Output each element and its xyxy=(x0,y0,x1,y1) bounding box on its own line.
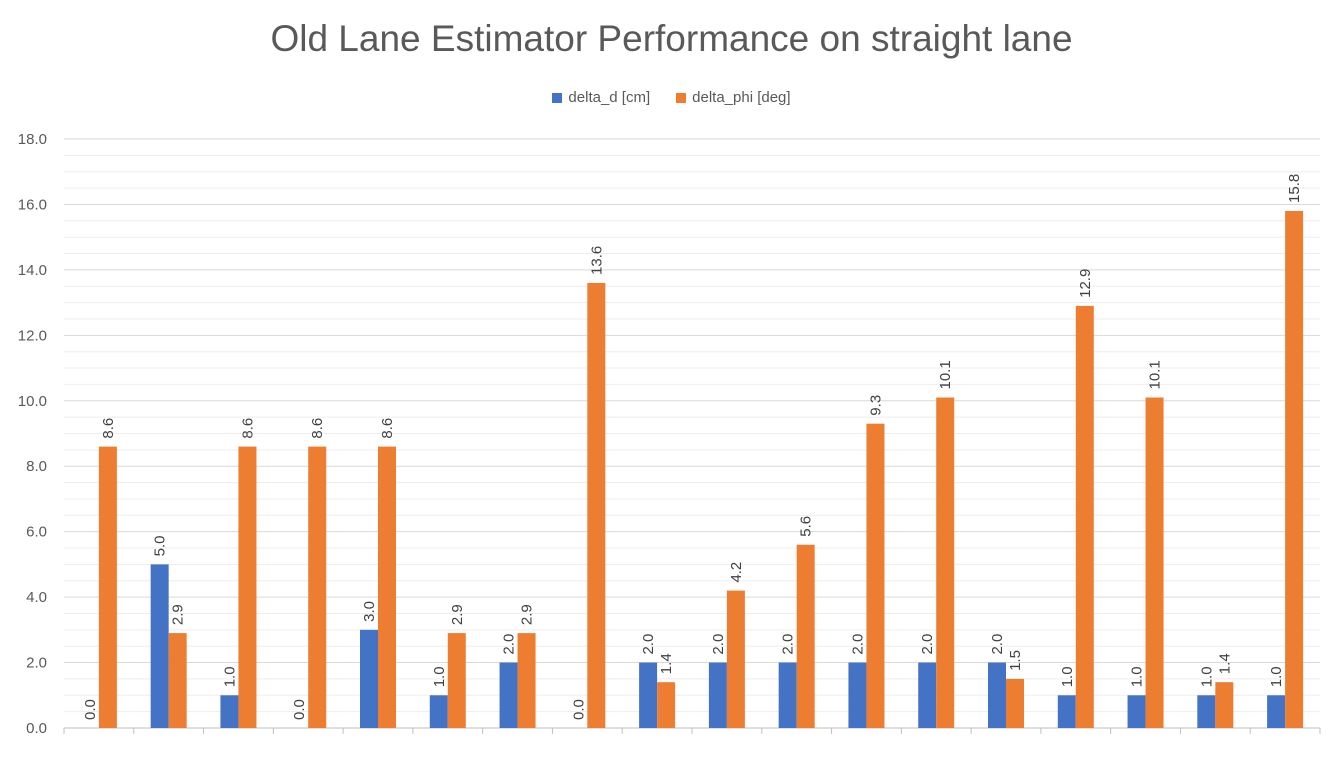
bar-delta-d xyxy=(499,662,518,728)
data-label-delta-phi: 10.1 xyxy=(937,360,954,389)
data-label-delta-phi: 8.6 xyxy=(239,418,256,439)
bar-delta-phi xyxy=(168,633,187,728)
bar-delta-phi xyxy=(1145,397,1164,728)
bar-delta-d xyxy=(988,662,1006,728)
data-label-delta-phi: 2.9 xyxy=(519,604,536,625)
bar-delta-phi xyxy=(98,446,117,728)
data-label-delta-d: 0.0 xyxy=(570,699,587,720)
bar-delta-phi xyxy=(378,446,396,728)
y-tick-label: 8.0 xyxy=(26,458,47,475)
data-label-delta-d: 1.0 xyxy=(1129,666,1146,687)
data-label-delta-phi: 5.6 xyxy=(798,516,815,537)
bar-delta-d xyxy=(220,695,239,728)
bar-delta-d xyxy=(1127,695,1146,728)
bar-delta-phi xyxy=(447,633,466,728)
data-label-delta-phi: 2.9 xyxy=(449,604,466,625)
legend-label-delta-phi: delta_phi [deg] xyxy=(692,89,791,106)
data-label-delta-phi: 15.8 xyxy=(1286,174,1303,203)
data-label-delta-phi: 9.3 xyxy=(867,395,884,416)
bar-delta-d xyxy=(1057,695,1076,728)
y-tick-label: 16.0 xyxy=(18,196,47,213)
data-label-delta-phi: 4.2 xyxy=(728,562,745,583)
legend-swatch-delta-d xyxy=(552,92,563,103)
bar-delta-d xyxy=(918,662,937,728)
bar-delta-phi xyxy=(866,423,885,728)
legend: delta_d [cm] delta_phi [deg] xyxy=(0,89,1343,106)
data-label-delta-d: 0.0 xyxy=(82,699,99,720)
y-tick-label: 10.0 xyxy=(18,393,47,410)
data-label-delta-d: 1.0 xyxy=(1268,666,1285,687)
bar-delta-d xyxy=(708,662,727,728)
y-tick-label: 2.0 xyxy=(26,655,47,672)
data-label-delta-phi: 8.6 xyxy=(379,418,396,439)
data-label-delta-phi: 1.5 xyxy=(1007,650,1024,671)
data-label-delta-d: 3.0 xyxy=(361,601,378,622)
bar-delta-d xyxy=(429,695,448,728)
data-label-delta-phi: 1.4 xyxy=(1216,653,1233,674)
bar-delta-d xyxy=(848,662,867,728)
data-label-delta-phi: 8.6 xyxy=(309,418,326,439)
data-label-delta-d: 2.0 xyxy=(640,634,657,655)
data-label-delta-d: 1.0 xyxy=(1059,666,1076,687)
bar-delta-d xyxy=(1197,695,1216,728)
legend-swatch-delta-phi xyxy=(676,92,687,103)
data-label-delta-d: 5.0 xyxy=(152,536,169,557)
data-label-delta-d: 1.0 xyxy=(431,666,448,687)
y-tick-label: 18.0 xyxy=(18,131,47,148)
data-label-delta-phi: 2.9 xyxy=(170,604,187,625)
chart-title: Old Lane Estimator Performance on straig… xyxy=(270,18,1073,59)
y-tick-label: 12.0 xyxy=(18,327,47,344)
data-label-delta-d: 1.0 xyxy=(1198,666,1215,687)
data-label-delta-phi: 1.4 xyxy=(658,653,675,674)
data-label-delta-phi: 8.6 xyxy=(100,418,117,439)
legend-label-delta-d: delta_d [cm] xyxy=(568,89,651,106)
bar-delta-phi xyxy=(517,633,536,728)
bar-delta-d xyxy=(1267,695,1286,728)
data-label-delta-d: 0.0 xyxy=(291,699,308,720)
data-label-delta-phi: 12.9 xyxy=(1077,269,1094,298)
data-label-delta-d: 2.0 xyxy=(710,634,727,655)
legend-item-delta-phi: delta_phi [deg] xyxy=(676,89,791,106)
bar-delta-phi xyxy=(308,446,327,728)
bar-delta-phi xyxy=(1215,682,1234,728)
bar-delta-phi xyxy=(1075,305,1094,728)
bar-delta-d xyxy=(639,662,658,728)
bar-delta-d xyxy=(778,662,797,728)
data-label-delta-d: 2.0 xyxy=(849,634,866,655)
data-label-delta-d: 2.0 xyxy=(501,634,518,655)
bar-delta-phi xyxy=(1285,210,1304,728)
y-tick-label: 6.0 xyxy=(26,524,47,541)
bar-delta-phi xyxy=(936,397,955,728)
y-tick-label: 0.0 xyxy=(26,720,47,737)
bar-delta-phi xyxy=(726,590,745,728)
data-label-delta-d: 2.0 xyxy=(989,634,1006,655)
data-label-delta-d: 1.0 xyxy=(221,666,238,687)
legend-item-delta-d: delta_d [cm] xyxy=(552,89,650,106)
y-tick-label: 14.0 xyxy=(18,262,47,279)
bar-delta-phi xyxy=(238,446,257,728)
data-label-delta-phi: 13.6 xyxy=(588,246,605,275)
data-label-delta-d: 2.0 xyxy=(919,634,936,655)
data-label-delta-phi: 10.1 xyxy=(1147,360,1164,389)
y-tick-label: 4.0 xyxy=(26,589,47,606)
bar-delta-d xyxy=(150,564,169,728)
data-label-delta-d: 2.0 xyxy=(780,634,797,655)
bar-delta-phi xyxy=(657,682,676,728)
bar-delta-phi xyxy=(796,544,815,728)
bar-delta-d xyxy=(360,629,378,728)
bar-delta-phi xyxy=(587,282,606,728)
bar-delta-phi xyxy=(1006,678,1024,728)
